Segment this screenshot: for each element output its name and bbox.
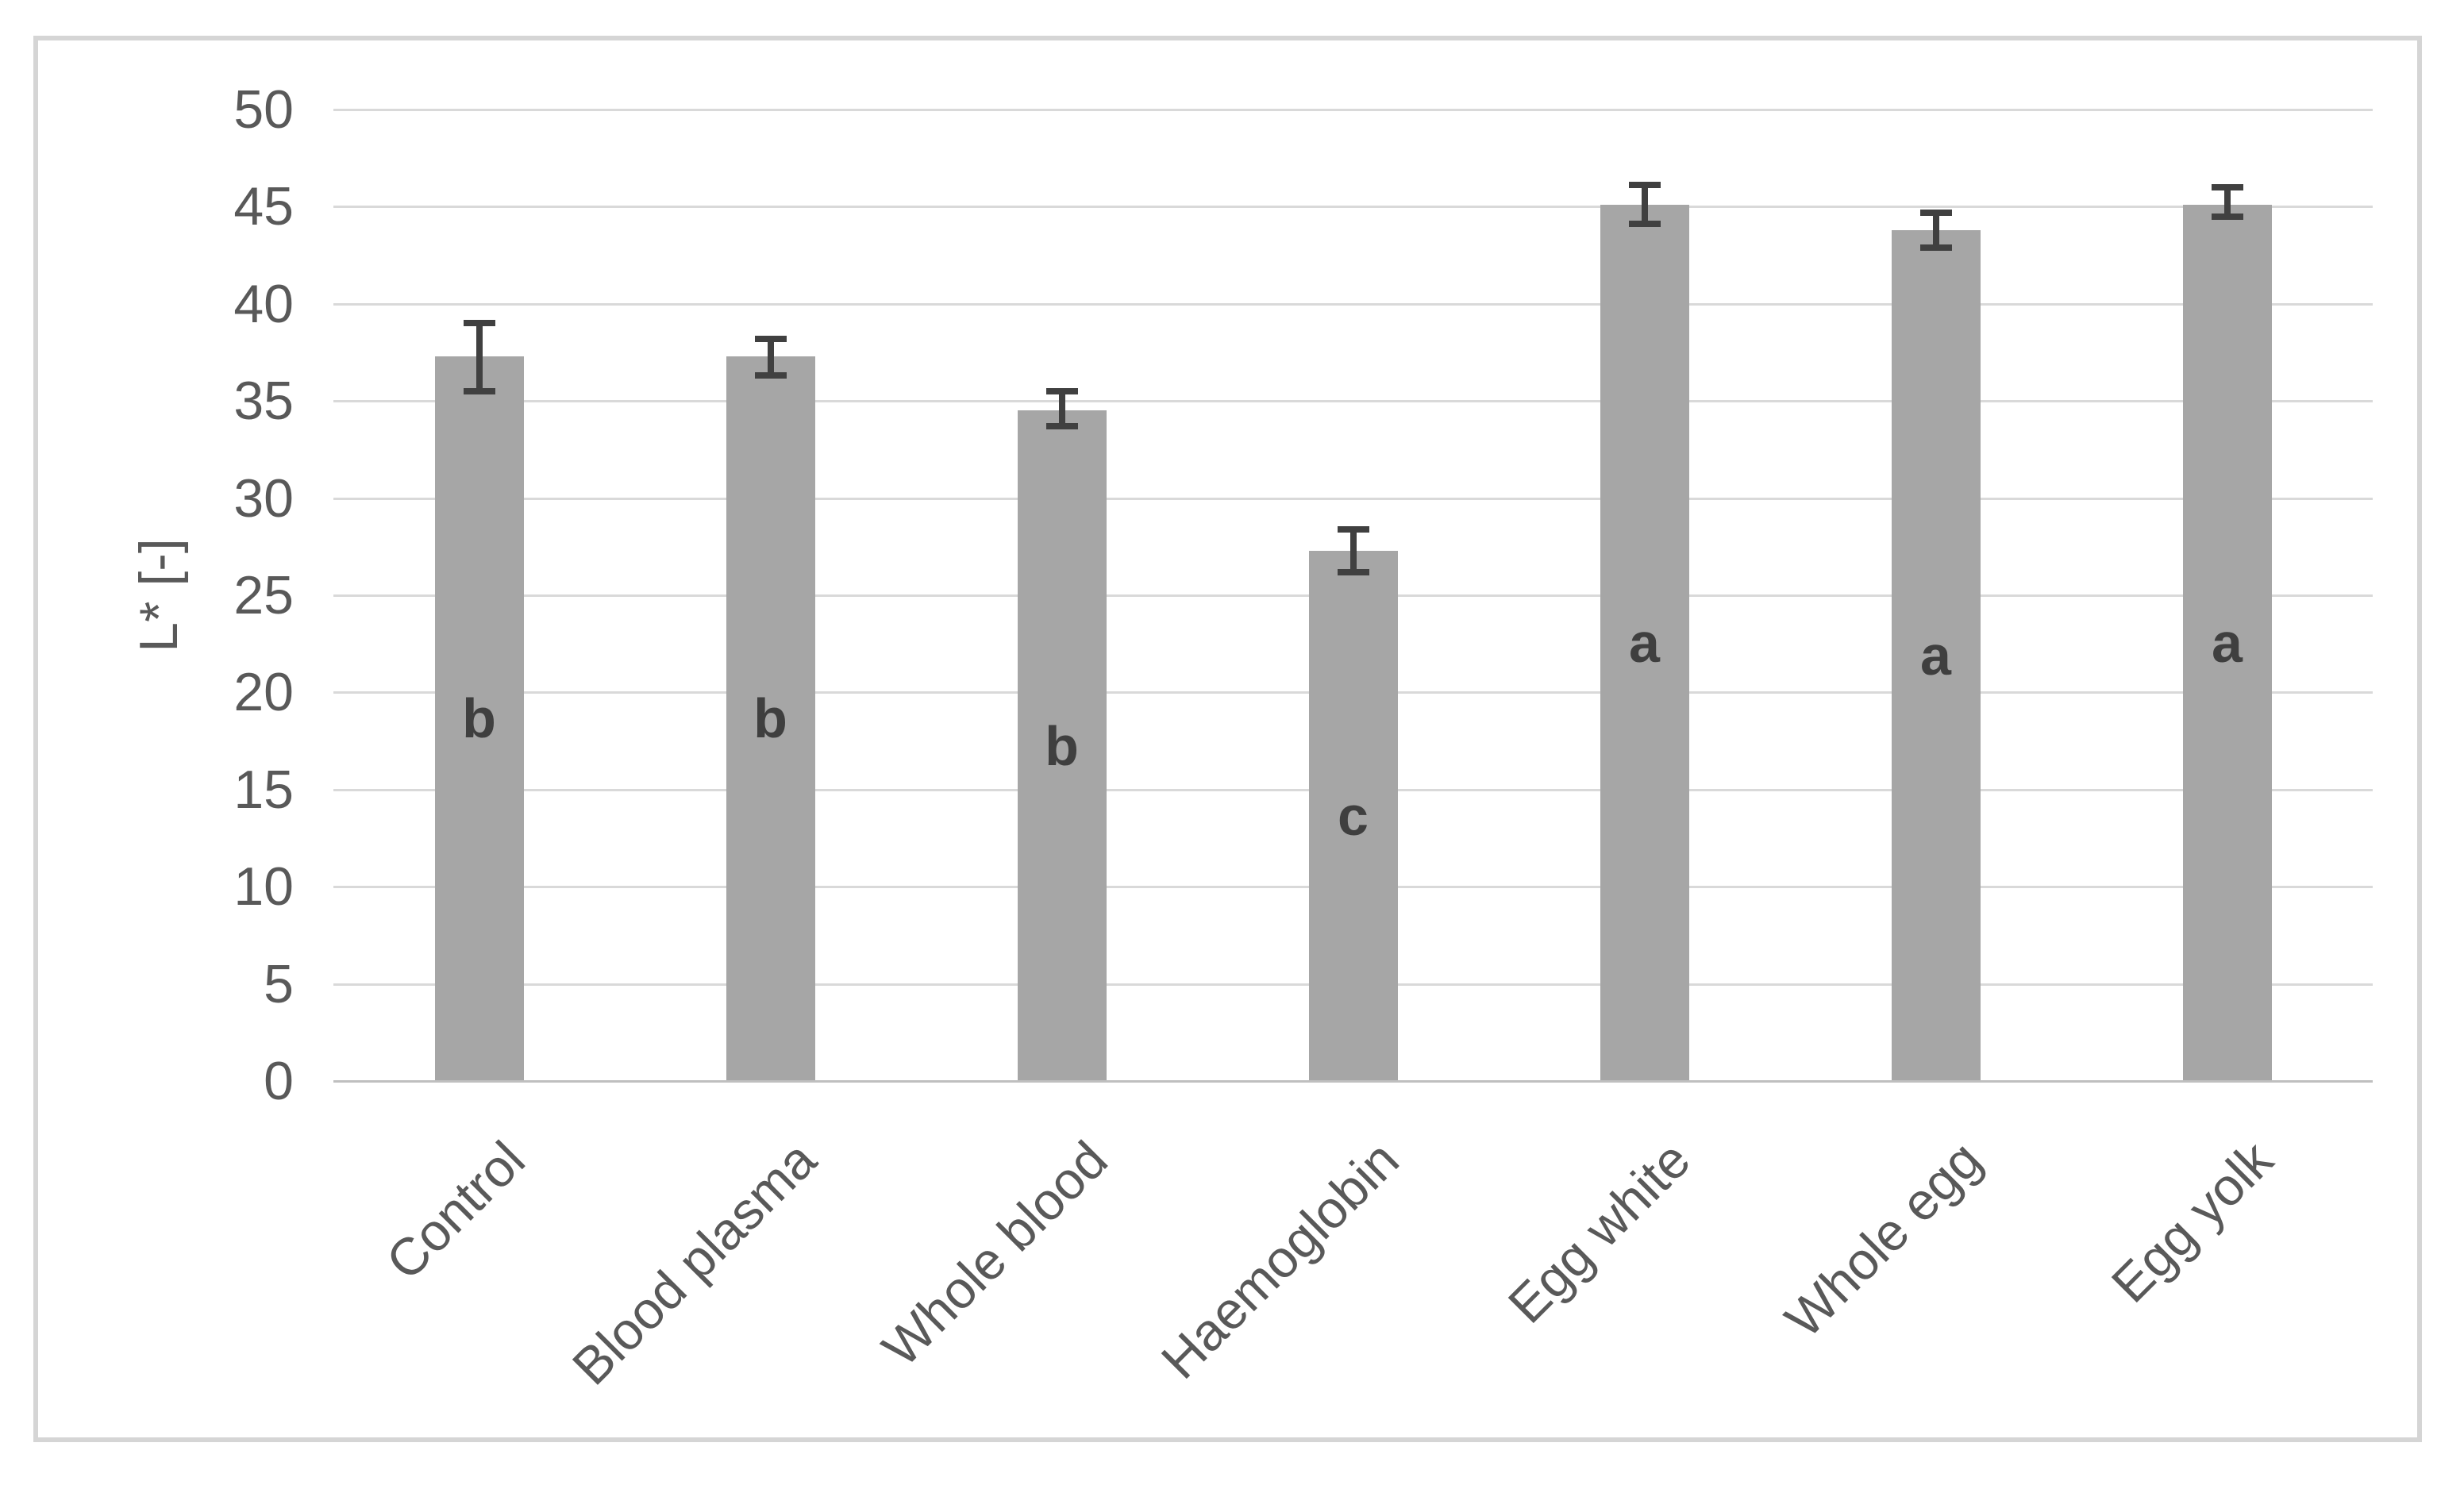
bar	[1017, 410, 1107, 1081]
bar	[2182, 204, 2272, 1081]
significance-letter: c	[1338, 784, 1369, 847]
error-bar	[2223, 187, 2231, 217]
chart-outer-border	[33, 36, 2422, 1442]
bar	[1600, 204, 1689, 1081]
y-axis-tick-label: 50	[233, 79, 294, 140]
y-axis-tick-label: 30	[233, 467, 294, 529]
significance-letter: b	[462, 687, 496, 750]
error-bar	[1349, 529, 1357, 572]
error-bar-top-cap	[463, 320, 495, 327]
x-axis-line	[333, 1080, 2373, 1083]
error-bar	[767, 338, 774, 376]
gridline	[333, 302, 2373, 306]
significance-letter: a	[1920, 624, 1951, 687]
y-axis-tick-label: 5	[264, 953, 294, 1014]
y-axis-tick-label: 15	[233, 759, 294, 820]
error-bar-top-cap	[1337, 525, 1369, 533]
y-axis-title: L* [-]	[129, 538, 189, 652]
y-axis-tick-label: 10	[233, 856, 294, 918]
significance-letter: b	[1045, 714, 1079, 777]
error-bar-top-cap	[1045, 387, 1078, 394]
error-bar-bottom-cap	[463, 387, 495, 394]
error-bar-top-cap	[2211, 183, 2243, 190]
error-bar	[1058, 390, 1065, 427]
y-axis-tick-label: 40	[233, 273, 294, 334]
significance-letter: a	[2212, 611, 2243, 674]
error-bar-bottom-cap	[1045, 423, 1078, 430]
error-bar-top-cap	[754, 335, 787, 342]
error-bar	[475, 323, 483, 391]
error-bar-bottom-cap	[1337, 568, 1369, 575]
bar	[434, 356, 524, 1081]
gridline	[333, 206, 2373, 209]
y-axis-tick-label: 45	[233, 176, 294, 237]
bar	[1891, 229, 1981, 1081]
error-bar	[1641, 185, 1648, 225]
bar	[1308, 550, 1398, 1081]
y-axis-tick-label: 0	[264, 1051, 294, 1111]
y-axis-tick-label: 25	[233, 565, 294, 625]
gridline	[333, 109, 2373, 111]
error-bar-bottom-cap	[754, 372, 787, 379]
error-bar	[1932, 212, 1939, 248]
error-bar-bottom-cap	[1919, 244, 1952, 251]
bar	[726, 356, 815, 1081]
error-bar-bottom-cap	[1628, 221, 1661, 228]
error-bar-top-cap	[1919, 209, 1952, 216]
error-bar-top-cap	[1628, 182, 1661, 189]
gridline	[333, 400, 2373, 403]
significance-letter: b	[753, 687, 787, 750]
significance-letter: a	[1629, 611, 1660, 674]
error-bar-bottom-cap	[2211, 213, 2243, 220]
y-axis-tick-label: 20	[233, 662, 294, 723]
y-axis-tick-label: 35	[233, 371, 294, 432]
gridline	[333, 497, 2373, 500]
